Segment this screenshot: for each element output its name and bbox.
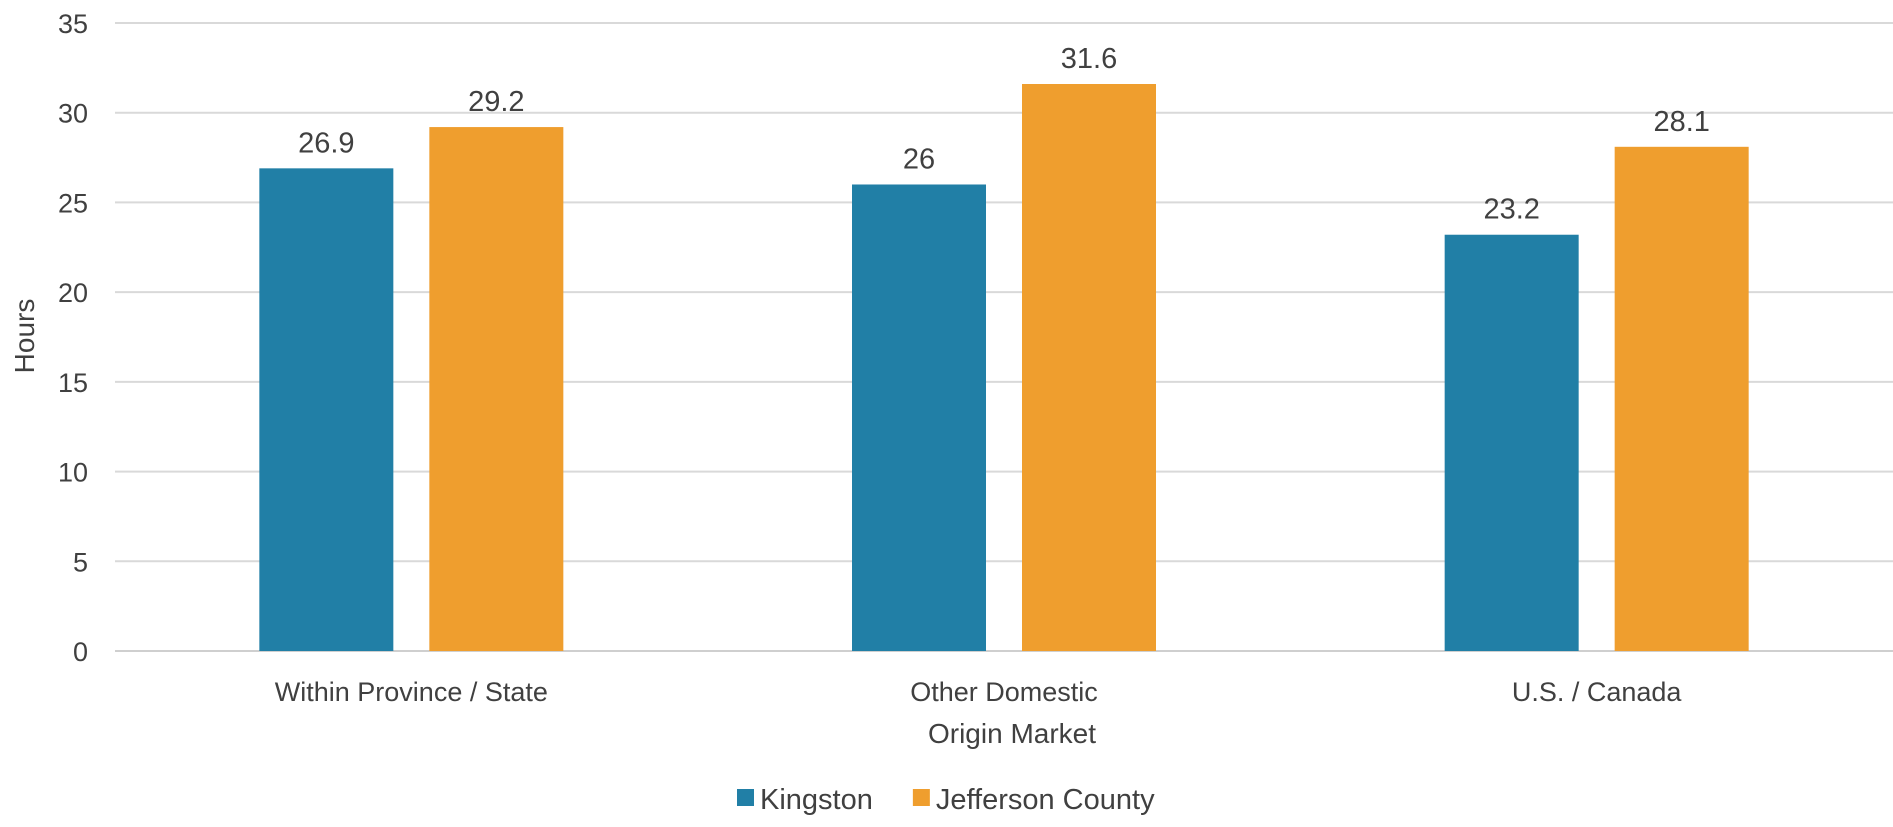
bar-kingston xyxy=(259,168,394,651)
data-label: 28.1 xyxy=(1653,106,1709,138)
legend-label: Jefferson County xyxy=(936,784,1155,816)
data-label: 26.9 xyxy=(298,127,354,159)
legend-label: Kingston xyxy=(760,784,873,816)
bar-jefferson-county xyxy=(1022,84,1156,651)
y-tick-label: 25 xyxy=(58,188,88,218)
y-tick-label: 20 xyxy=(58,278,88,308)
legend: Kingston Jefferson County xyxy=(737,784,1155,816)
bars xyxy=(259,84,1749,651)
y-axis-ticks: 0 5 10 15 20 25 30 35 xyxy=(58,9,88,667)
x-axis-title: Origin Market xyxy=(928,718,1096,749)
y-tick-label: 0 xyxy=(73,637,88,667)
legend-swatch xyxy=(737,789,754,806)
data-label: 29.2 xyxy=(468,86,524,118)
data-label: 23.2 xyxy=(1483,194,1539,226)
x-tick-label: U.S. / Canada xyxy=(1512,677,1683,707)
y-axis-title: Hours xyxy=(9,299,40,374)
data-label: 31.6 xyxy=(1061,43,1117,75)
y-tick-label: 35 xyxy=(58,9,88,39)
bar-jefferson-county xyxy=(1614,146,1749,651)
data-label: 26 xyxy=(903,143,935,175)
bar-kingston xyxy=(1444,234,1579,651)
y-tick-label: 30 xyxy=(58,99,88,129)
y-tick-label: 15 xyxy=(58,368,88,398)
bar-jefferson-county xyxy=(429,127,564,651)
legend-swatch xyxy=(912,789,930,806)
bar-kingston xyxy=(852,184,986,651)
x-axis-ticks: Within Province / State Other Domestic U.S… xyxy=(275,677,1683,707)
y-tick-label: 10 xyxy=(58,458,88,488)
data-labels: 26.9 29.2 26 31.6 23.2 28.1 xyxy=(298,43,1710,226)
gridlines xyxy=(115,22,1893,652)
y-tick-label: 5 xyxy=(73,547,88,577)
x-tick-label: Other Domestic xyxy=(910,677,1098,707)
x-tick-label: Within Province / State xyxy=(275,677,548,707)
